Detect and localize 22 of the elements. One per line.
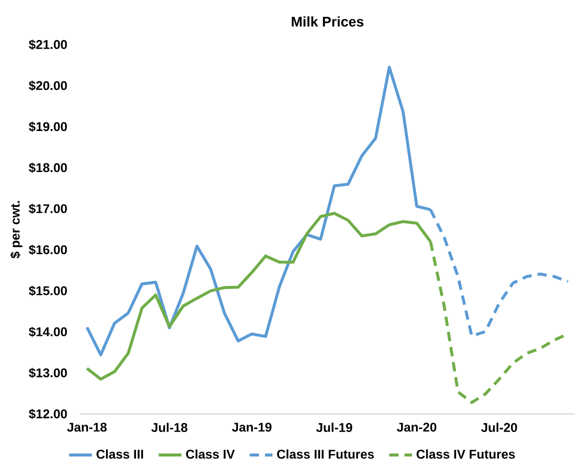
- chart-title: Milk Prices: [292, 16, 364, 27]
- legend-label: Class IV Futures: [416, 449, 515, 459]
- y-tick-label: $16.00: [28, 244, 67, 256]
- x-tick-label: Jan-20: [396, 422, 436, 432]
- x-tick-label: Jan-18: [67, 422, 107, 432]
- legend-label: Class III Futures: [277, 449, 374, 459]
- y-tick-label: $15.00: [28, 286, 67, 296]
- y-axis-title: $ per cwt.: [10, 201, 22, 258]
- y-tick-label: $21.00: [28, 40, 67, 50]
- y-tick-label: $12.00: [28, 408, 67, 420]
- y-tick-label: $17.00: [28, 204, 67, 214]
- y-tick-label: $18.00: [28, 162, 67, 173]
- y-tick-label: $19.00: [28, 122, 67, 132]
- legend-label: Class III: [96, 449, 144, 459]
- y-tick-label: $20.00: [28, 80, 67, 91]
- x-tick-label: Jul-19: [316, 422, 352, 432]
- legend-label: Class IV: [186, 449, 235, 459]
- x-tick-label: Jul-18: [151, 422, 188, 432]
- y-tick-label: $13.00: [28, 368, 67, 378]
- x-tick-label: Jul-20: [481, 422, 518, 432]
- x-tick-label: Jan-19: [232, 422, 272, 432]
- y-tick-label: $14.00: [28, 326, 67, 338]
